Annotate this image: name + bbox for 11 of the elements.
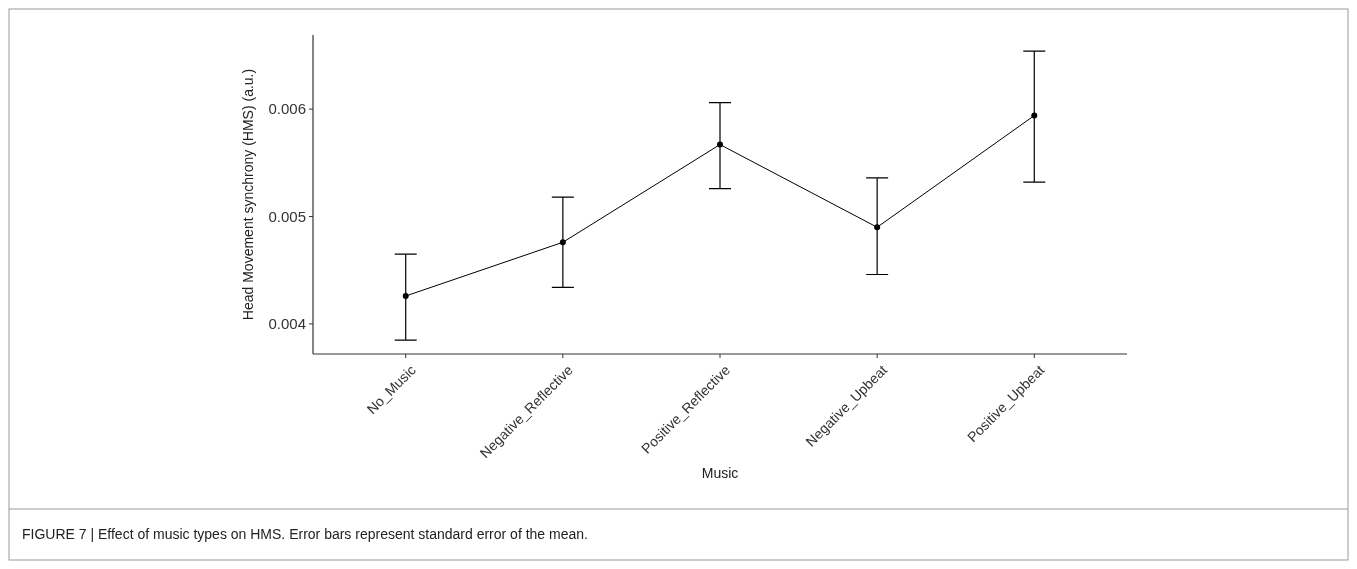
y-tick-label: 0.005 [268,207,306,225]
point [402,293,409,299]
x-axis-title: Music [701,465,739,481]
y-tick-label: 0.006 [268,100,306,118]
point [874,224,881,231]
point [717,141,723,148]
y-axis-title: Head Movement synchrony (HMS) (a.u.) [240,68,256,321]
y-tick-label: 0.004 [268,315,306,333]
point [559,239,566,246]
point [1031,112,1038,119]
caption: FIGURE 7 | Effect of music types on HMS. Error bars represent standard error of the mean. [22,526,588,542]
